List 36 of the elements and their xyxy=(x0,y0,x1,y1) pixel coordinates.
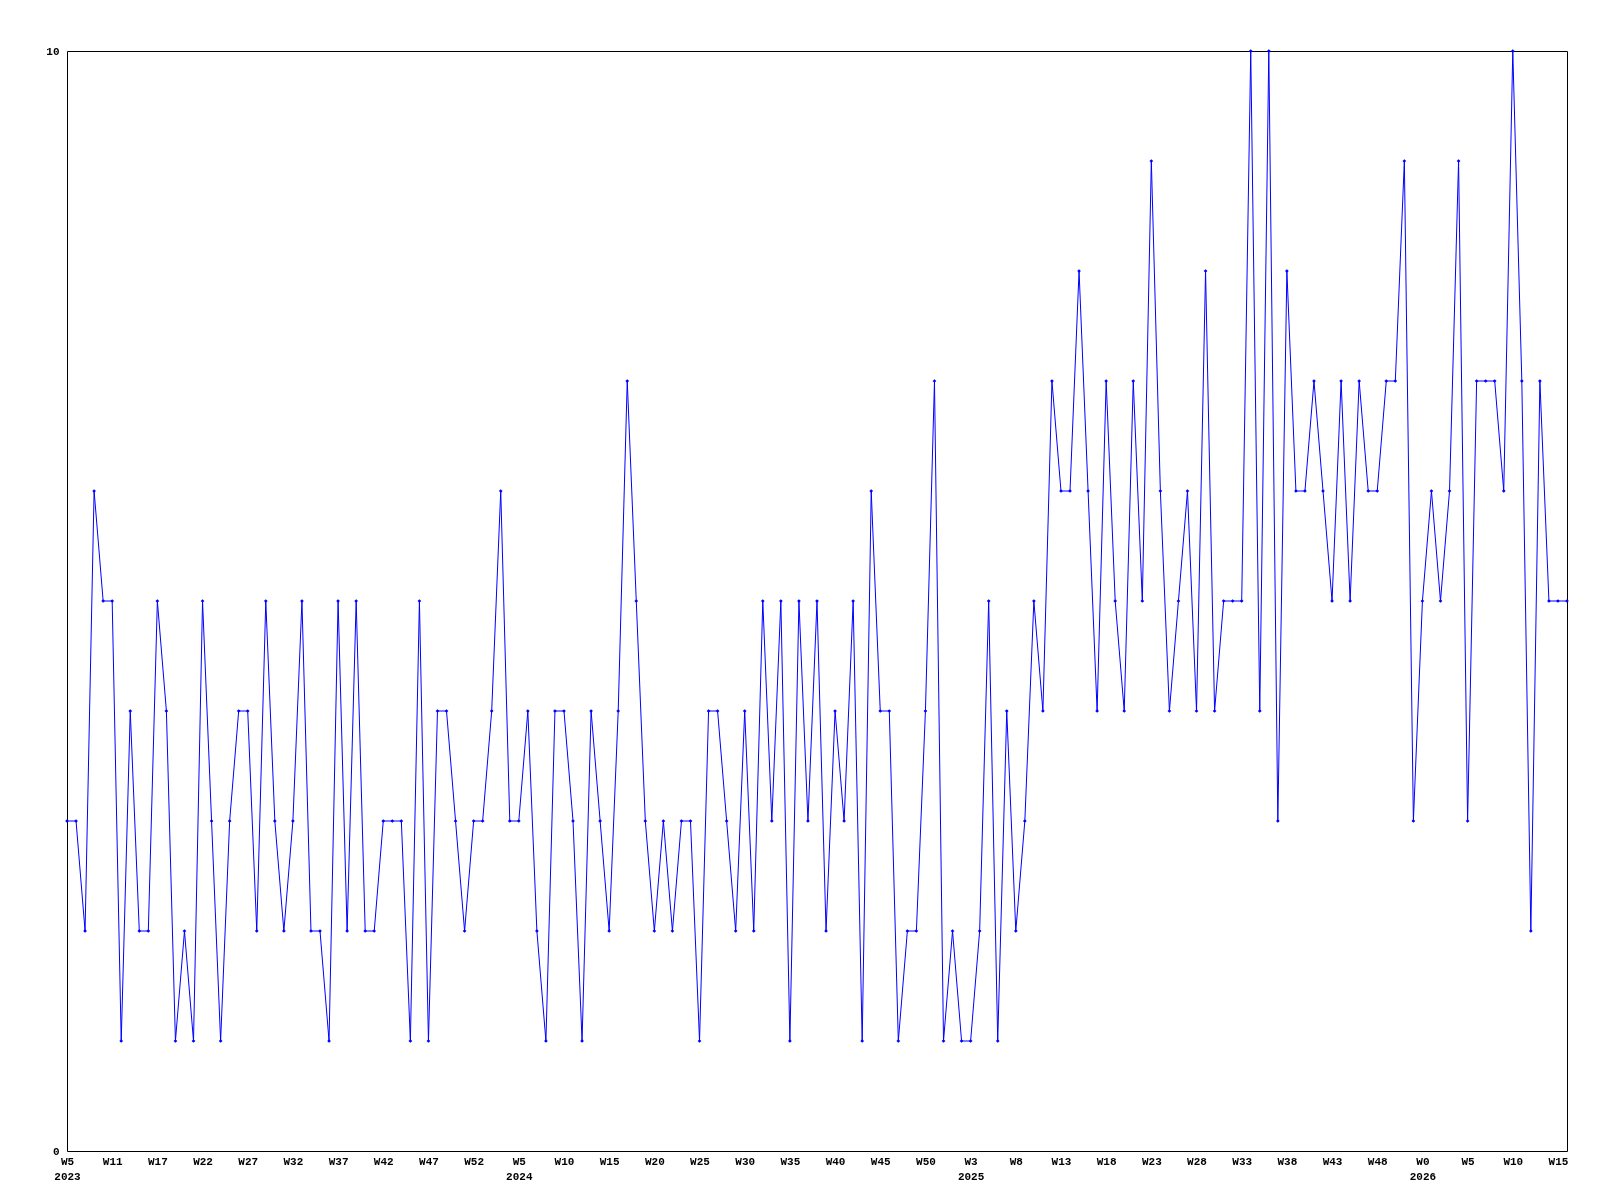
x-tick-label: W27 xyxy=(238,1155,259,1168)
y-tick-label: 0 xyxy=(52,1145,60,1158)
x-tick-label: W15 xyxy=(599,1155,620,1168)
x-tick-label: W33 xyxy=(1232,1155,1253,1168)
x-tick-label: W10 xyxy=(1503,1155,1524,1168)
x-tick-label: W35 xyxy=(780,1155,801,1168)
x-tick-label: W10 xyxy=(554,1155,575,1168)
x-tick-label: W42 xyxy=(373,1155,394,1168)
x-tick-label: W25 xyxy=(690,1155,711,1168)
x-tick-label: W15 xyxy=(1548,1155,1569,1168)
x-tick-label: W28 xyxy=(1187,1155,1208,1168)
y-tick-label: 10 xyxy=(46,45,60,58)
x-tick-label: W37 xyxy=(328,1155,349,1168)
x-tick-label: W52 xyxy=(464,1155,485,1168)
x-tick-label: W30 xyxy=(735,1155,756,1168)
x-tick-label: W22 xyxy=(193,1155,213,1168)
x-tick-label: W20 xyxy=(644,1155,665,1168)
x-tick-label: W11 xyxy=(102,1155,123,1168)
x-tick-label: W38 xyxy=(1277,1155,1298,1168)
x-tick-label: W23 xyxy=(1141,1155,1163,1168)
x-tick-label: W13 xyxy=(1051,1155,1072,1168)
x-tick-label: W3 2025 xyxy=(957,1155,985,1183)
x-tick-label: W48 xyxy=(1367,1155,1389,1168)
x-tick-label: W45 xyxy=(870,1155,892,1168)
x-tick-label: W50 xyxy=(916,1155,936,1168)
x-tick-label: W32 xyxy=(283,1155,304,1168)
x-tick-label: W8 xyxy=(1009,1155,1024,1168)
x-tick-label: W5 2023 xyxy=(54,1155,82,1183)
x-tick-label: W47 xyxy=(419,1155,439,1168)
x-tick-label: W5 xyxy=(1461,1155,1476,1168)
x-tick-label: W43 xyxy=(1322,1155,1343,1168)
x-tick-label: W18 xyxy=(1096,1155,1117,1168)
x-tick-label: W40 xyxy=(825,1155,846,1168)
x-tick-label: W5 2024 xyxy=(506,1155,533,1183)
x-tick-label: W0 2026 xyxy=(1409,1155,1437,1183)
x-tick-label: W17 xyxy=(147,1155,168,1168)
